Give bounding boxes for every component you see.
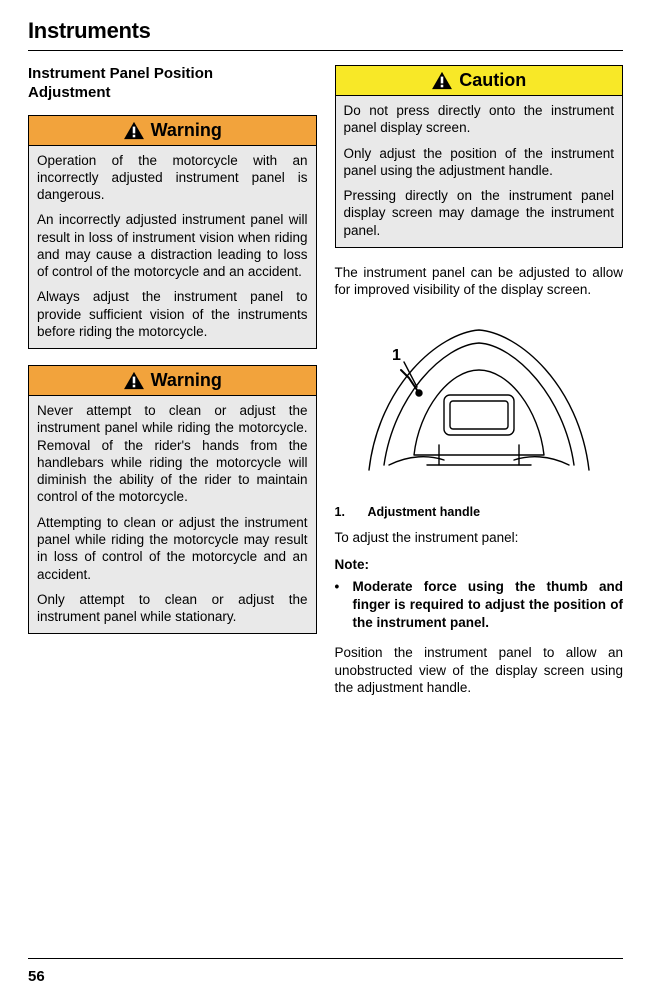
warning-header-2: Warning [29,366,316,396]
caution-header: Caution [336,66,623,96]
bullet-icon: • [335,578,353,633]
warning-body-1: Operation of the motorcycle with an inco… [29,146,316,349]
instrument-panel-figure: 1 [335,309,624,491]
figure-callout-1: 1 [392,347,401,364]
note-list: • Moderate force using the thumb and fin… [335,578,624,633]
right-column: Caution Do not press directly onto the i… [335,65,624,707]
warning1-p3: Always adjust the instrument panel to pr… [37,288,308,340]
two-column-layout: Instrument Panel Position Adjustment War… [28,65,623,707]
warning-triangle-icon [123,121,145,140]
warning1-p1: Operation of the motorcycle with an inco… [37,152,308,204]
note-item: • Moderate force using the thumb and fin… [335,578,624,633]
caution-p1: Do not press directly onto the instrumen… [344,102,615,137]
page-number: 56 [28,968,45,985]
section-heading-line1: Instrument Panel Position [28,65,213,82]
caution-body: Do not press directly onto the instrumen… [336,96,623,247]
warning-label-1: Warning [151,120,222,141]
footer-rule [28,958,623,959]
warning-triangle-icon [123,371,145,390]
warning-body-2: Never attempt to clean or adjust the ins… [29,396,316,633]
caution-p3: Pressing directly on the instrument pane… [344,187,615,239]
left-column: Instrument Panel Position Adjustment War… [28,65,317,707]
instrument-panel-illustration: 1 [349,315,609,485]
warning2-p2: Attempting to clean or adjust the instru… [37,514,308,583]
adjust-intro: To adjust the instrument panel: [335,529,624,547]
warning2-p3: Only attempt to clean or adjust the inst… [37,591,308,626]
figure-caption: 1. Adjustment handle [335,505,624,519]
caution-p2: Only adjust the position of the instrume… [344,145,615,180]
section-heading-line2: Adjustment [28,84,111,101]
warning-header-1: Warning [29,116,316,146]
note-label: Note: [335,557,624,572]
warning-box-2: Warning Never attempt to clean or adjust… [28,365,317,634]
title-rule [28,50,623,51]
page-title: Instruments [28,18,623,44]
caution-box: Caution Do not press directly onto the i… [335,65,624,248]
warning-label-2: Warning [151,370,222,391]
warning1-p2: An incorrectly adjusted instrument panel… [37,211,308,280]
figure-caption-text: Adjustment handle [368,505,481,519]
section-heading: Instrument Panel Position Adjustment [28,65,317,103]
caution-triangle-icon [431,71,453,90]
position-text: Position the instrument panel to allow a… [335,644,624,697]
warning2-p1: Never attempt to clean or adjust the ins… [37,402,308,506]
intro-text: The instrument panel can be adjusted to … [335,264,624,299]
figure-caption-num: 1. [335,505,365,519]
note-item-text: Moderate force using the thumb and finge… [353,578,624,633]
warning-box-1: Warning Operation of the motorcycle with… [28,115,317,350]
caution-label: Caution [459,70,526,91]
